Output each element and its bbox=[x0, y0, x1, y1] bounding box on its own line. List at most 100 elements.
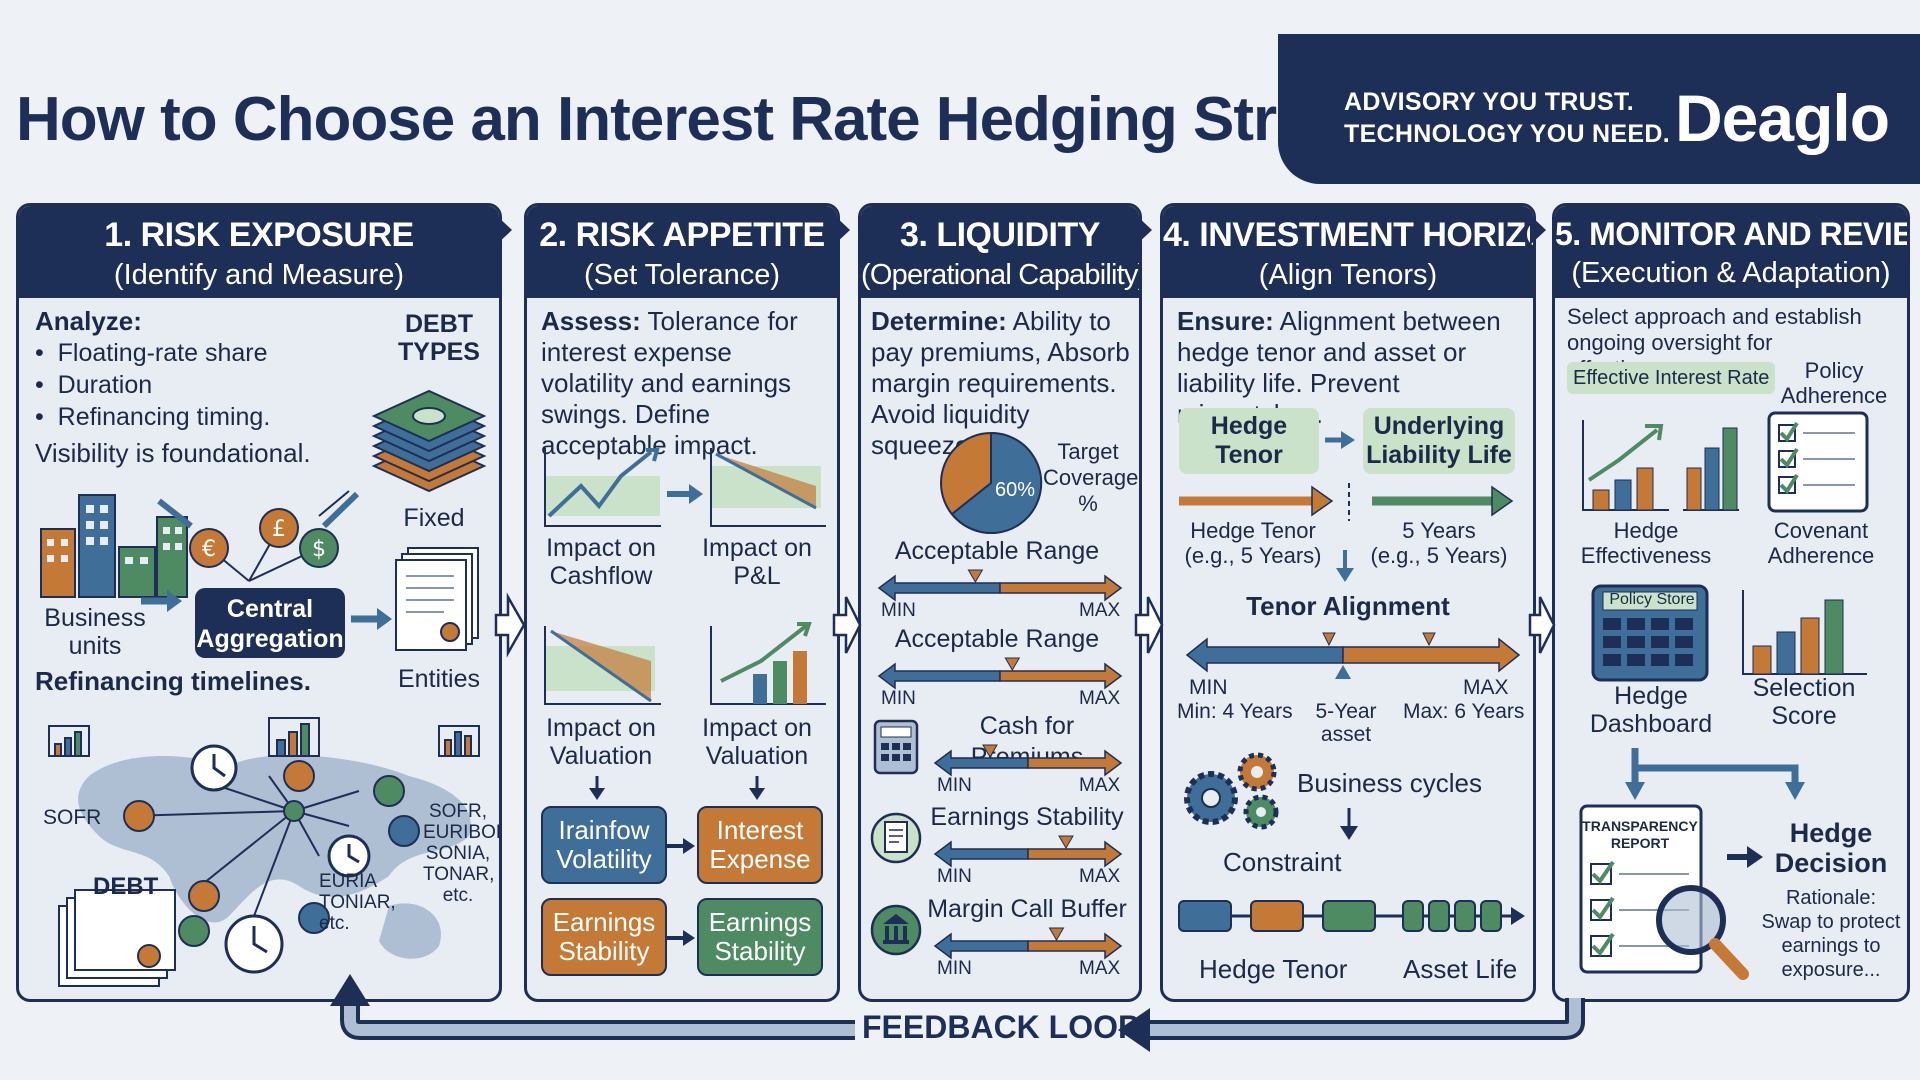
panel-header: 5. MONITOR AND REVIEW (Execution & Adapt… bbox=[1555, 206, 1907, 298]
asset-life-label: Asset Life bbox=[1403, 954, 1518, 984]
header-connector-arrow bbox=[496, 215, 512, 245]
calculator-icon bbox=[873, 719, 919, 775]
down-arrow-icon bbox=[1336, 550, 1354, 582]
step-title: 2. RISK APPETITE bbox=[539, 216, 825, 254]
panel-liquidity: 3. LIQUIDITY (Operational Capability) De… bbox=[858, 203, 1142, 1002]
hedge-dashboard-icon bbox=[1591, 584, 1709, 682]
step-title: 1. RISK EXPOSURE bbox=[104, 216, 414, 254]
step-subtitle: (Operational Capability) bbox=[861, 259, 1142, 291]
years-caption: 5 Years (e.g., 5 Years) bbox=[1370, 518, 1508, 568]
panel-header: 3. LIQUIDITY (Operational Capability) bbox=[861, 206, 1139, 298]
bullet-3: • Refinancing timing. bbox=[35, 403, 271, 431]
range-bar bbox=[933, 927, 1123, 960]
selection-score-bars bbox=[1742, 590, 1867, 675]
down-arrows-icon bbox=[589, 776, 765, 800]
brand-logo: Deaglo bbox=[1675, 81, 1890, 155]
earnings-stability-box-2: Earnings Stability bbox=[697, 898, 823, 976]
transparency-report-label: TRANSPARENCY REPORT bbox=[1582, 818, 1698, 851]
hedge-decision-label: Hedge Decision bbox=[1774, 818, 1888, 878]
range-bar bbox=[877, 569, 1123, 602]
step-subtitle: (Align Tenors) bbox=[1258, 259, 1438, 291]
monitor-intro: Select approach and establish ongoing ov… bbox=[1567, 304, 1862, 381]
flow-connector-arrow bbox=[1528, 596, 1556, 654]
policy-store-label: Policy Store bbox=[1609, 591, 1695, 608]
tenor-arrows bbox=[1179, 483, 1514, 521]
business-units-label: Business units bbox=[44, 604, 146, 660]
hedge-tenor-bottom-label: Hedge Tenor bbox=[1199, 954, 1348, 984]
range-min-label: MIN bbox=[881, 600, 916, 621]
constraint-label: Constraint bbox=[1223, 847, 1342, 877]
entities-label: Entities bbox=[398, 665, 480, 693]
panel-risk-appetite: 2. RISK APPETITE (Set Tolerance) Assess:… bbox=[524, 203, 840, 1002]
range-max-label: MAX bbox=[1079, 775, 1121, 796]
bullet-1: • Floating-rate share bbox=[35, 339, 268, 367]
documents-icon bbox=[395, 547, 479, 651]
gears-icon bbox=[1184, 752, 1279, 830]
arrow-right-icon bbox=[351, 608, 392, 630]
hedge-dashboard-label: Hedge Dashboard bbox=[1589, 682, 1713, 738]
sofr-left-label: SOFR bbox=[43, 806, 102, 829]
effectiveness-bars bbox=[1582, 420, 1739, 511]
fixed-label: Fixed bbox=[403, 504, 465, 532]
range-label: Margin Call Buffer bbox=[927, 895, 1127, 923]
impact-valuation-label-2: Impact on Valuation bbox=[702, 714, 812, 770]
range-min-label: MIN bbox=[937, 958, 972, 979]
panel-monitor-review: 5. MONITOR AND REVIEW (Execution & Adapt… bbox=[1552, 203, 1910, 1002]
five-year-label: 5-Year asset bbox=[1315, 700, 1377, 746]
step-title: 5. MONITOR AND REVIEW bbox=[1555, 216, 1910, 252]
hedge-tenor-box: Hedge Tenor bbox=[1179, 408, 1319, 474]
coverage-pie-chart: 60% bbox=[940, 431, 1043, 534]
sofr-right-list: SOFR,EURIBOR,SONIA,TONAR,etc. bbox=[423, 801, 499, 906]
volatility-box: Irainfow Volatility bbox=[541, 806, 667, 884]
pie-label: 60% bbox=[995, 479, 1035, 501]
panel-investment-horizon: 4. INVESTMENT HORIZON (Align Tenors) Ens… bbox=[1160, 203, 1536, 1002]
covenant-adherence-label: Covenant Adherence bbox=[1767, 518, 1875, 568]
impact-cashflow-label: Impact on Cashflow bbox=[546, 534, 656, 590]
range-label: Acceptable Range bbox=[894, 537, 1100, 565]
selection-score-label: Selection Score bbox=[1752, 674, 1856, 730]
range-label: Earnings Stability bbox=[930, 803, 1124, 831]
svg-text:€: € bbox=[202, 537, 216, 562]
max-label: MAX bbox=[1463, 676, 1509, 699]
rationale-text: Rationale: Swap to protect earnings to expo… bbox=[1761, 887, 1901, 981]
range-bar bbox=[933, 744, 1123, 777]
flow-connector-arrow bbox=[494, 592, 526, 658]
flow-connector-arrow bbox=[832, 596, 862, 654]
target-coverage-label: Target Coverage% bbox=[1043, 439, 1139, 516]
arrow-right-icon bbox=[1325, 431, 1355, 449]
hedge-tenor-caption: Hedge Tenor (e.g., 5 Years) bbox=[1184, 518, 1322, 568]
range-bar bbox=[877, 657, 1123, 690]
arrow-right-icon bbox=[1727, 846, 1763, 868]
underlying-liability-box: Underlying Liability Life bbox=[1363, 408, 1515, 474]
step-title: 3. LIQUIDITY bbox=[900, 216, 1100, 254]
min-years-label: Min: 4 Years bbox=[1177, 700, 1293, 723]
header-connector-arrow bbox=[1530, 215, 1546, 245]
impact-charts bbox=[544, 448, 826, 705]
transparency-report-icon bbox=[1579, 804, 1749, 980]
bullet-2: • Duration bbox=[35, 371, 153, 399]
tenor-alignment-label: Tenor Alignment bbox=[1246, 591, 1450, 621]
analyze-label: Analyze: bbox=[35, 306, 142, 336]
box-arrows-icon bbox=[667, 838, 695, 946]
effective-rate-badge: Effective Interest Rate bbox=[1567, 362, 1776, 394]
svg-text:£: £ bbox=[272, 517, 286, 542]
document-icon bbox=[870, 812, 922, 864]
impact-valuation-label: Impact on Valuation bbox=[546, 714, 656, 770]
feedback-loop-arrow bbox=[330, 974, 1585, 1052]
range-max-label: MAX bbox=[1079, 600, 1121, 621]
range-max-label: MAX bbox=[1079, 866, 1121, 887]
down-arrow-icon bbox=[1340, 808, 1358, 840]
visibility-text: Visibility is foundational. bbox=[35, 438, 311, 468]
tenor-alignment-range bbox=[1185, 632, 1521, 679]
header-connector-arrow bbox=[834, 215, 850, 245]
max-years-label: Max: 6 Years bbox=[1403, 700, 1525, 723]
panel-risk-exposure: 1. RISK EXPOSURE (Identify and Measure) … bbox=[16, 203, 502, 1002]
range-max-label: MAX bbox=[1079, 688, 1121, 709]
impact-pl-label: Impact on P&L bbox=[702, 534, 812, 590]
tenor-blocks bbox=[1178, 900, 1525, 932]
business-cycles-label: Business cycles bbox=[1297, 768, 1482, 798]
range-bar bbox=[933, 835, 1123, 868]
tagline-line-1: ADVISORY YOU TRUST. bbox=[1344, 88, 1635, 116]
arrow-right-icon bbox=[141, 590, 182, 612]
